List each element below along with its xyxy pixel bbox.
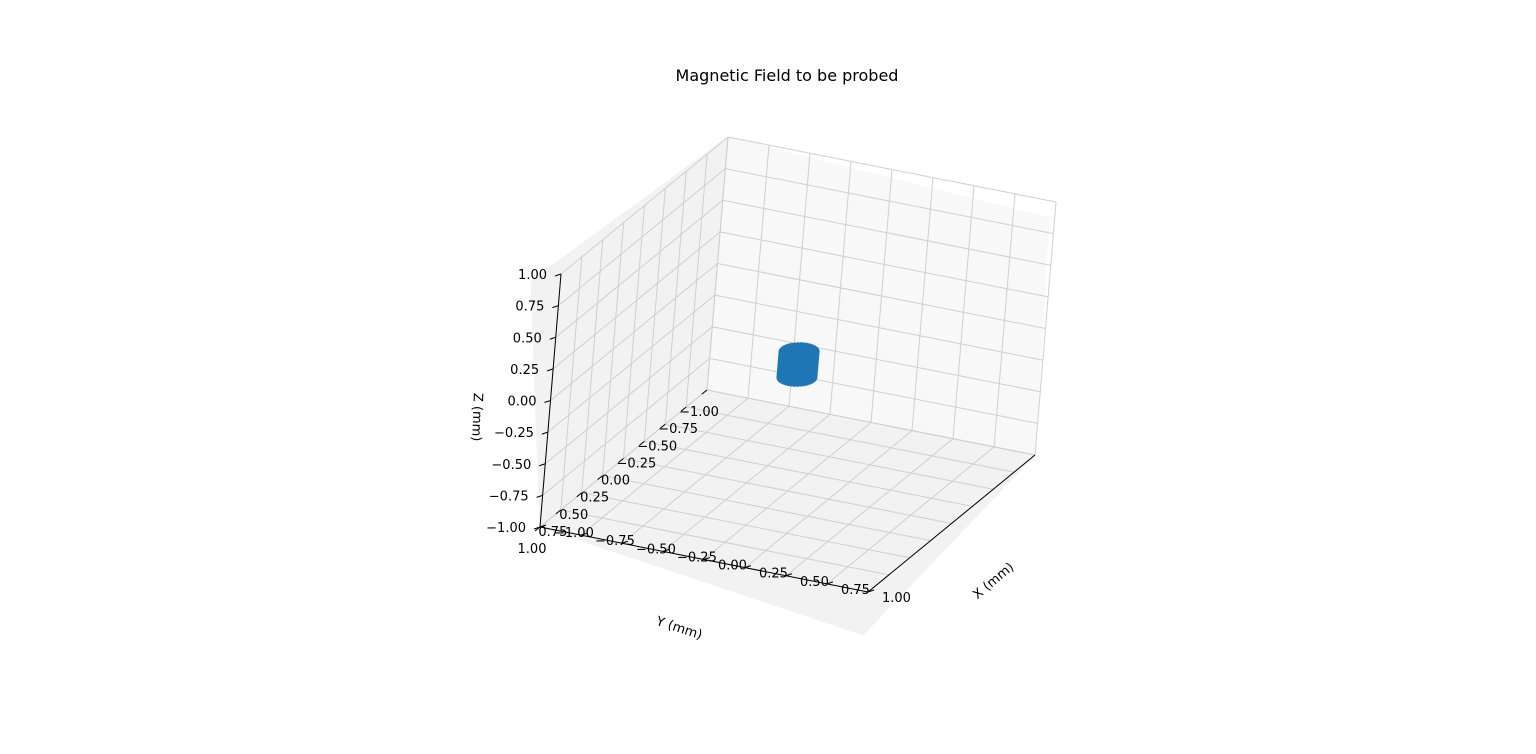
x-tick-label: −1.00 <box>554 526 594 541</box>
gridline <box>720 231 1049 298</box>
z-tick-mark <box>552 305 559 309</box>
x-tick-label: 0.75 <box>841 583 870 598</box>
z-tick-mark <box>539 463 546 467</box>
y-tick-mark <box>659 423 666 429</box>
y-tick-label: −0.25 <box>616 456 656 471</box>
scatter-point <box>814 351 819 357</box>
y-tick-label: −0.75 <box>658 422 698 437</box>
z-tick-mark <box>536 494 543 498</box>
gridline <box>560 509 889 576</box>
z-tick-label: −0.50 <box>491 458 531 473</box>
z-tick-mark <box>541 431 549 435</box>
z-tick-mark <box>544 400 551 403</box>
x-tick-mark <box>703 557 711 560</box>
y-tick-mark <box>597 475 603 481</box>
gridline <box>727 136 1057 203</box>
x-tick-label: 0.50 <box>800 575 829 590</box>
y-tick-mark <box>555 509 562 515</box>
z-tick-label: 0.25 <box>510 363 539 378</box>
y-tick-mark <box>701 389 708 395</box>
z-tick-label: 0.75 <box>515 300 544 315</box>
x-tick-mark <box>826 581 834 585</box>
scatter-point <box>808 350 813 356</box>
gridline <box>1034 201 1057 456</box>
x-tick-label: 0.25 <box>759 567 788 582</box>
x-tick-label: −0.50 <box>636 542 676 557</box>
y-tick-label: −1.00 <box>679 405 719 420</box>
x-tick-label: −0.25 <box>677 550 717 565</box>
y-tick-label: 0.25 <box>580 491 609 506</box>
z-axis-ticks: −1.00 −0.75 −0.50 −0.25 0.00 0.25 0.50 0.75 1.00 <box>486 268 562 536</box>
gridline <box>911 177 934 431</box>
y-axis-label: Y (mm) <box>653 614 704 643</box>
z-tick-label: 1.00 <box>518 268 547 283</box>
z-tick-label: 0.00 <box>508 395 537 410</box>
gridline <box>744 430 913 569</box>
x-tick-mark <box>539 524 547 528</box>
y-tick-mark <box>680 406 687 412</box>
x-tick-label: −0.75 <box>595 534 635 549</box>
z-tick-mark <box>546 368 554 372</box>
gridline <box>560 136 729 275</box>
gridline <box>602 475 931 542</box>
gridline <box>623 458 952 524</box>
gridline <box>725 168 1054 235</box>
y-tick-mark <box>576 492 583 498</box>
scatter-series <box>776 342 820 387</box>
gridline <box>826 446 995 585</box>
chart-title: Magnetic Field to be probed <box>676 66 899 85</box>
gridline <box>555 199 724 338</box>
gridline <box>717 263 1046 329</box>
y-tick-label: 0.00 <box>601 474 630 489</box>
scatter-point <box>802 350 808 355</box>
x-tick-label: 1.00 <box>882 591 911 606</box>
z-axis-label: Z (mm) <box>468 393 485 442</box>
gridline <box>552 231 721 370</box>
gridline <box>785 438 954 577</box>
y-tick-mark <box>618 458 624 463</box>
gridline <box>581 492 910 559</box>
gridline <box>581 239 604 493</box>
z-tick-label: 0.50 <box>513 331 542 346</box>
y-tick-label: −0.50 <box>637 439 677 454</box>
gridline <box>558 168 726 307</box>
y-tick-label: 0.75 <box>538 525 567 540</box>
x-tick-mark <box>867 589 875 593</box>
x-tick-mark <box>744 565 752 569</box>
x-axis-label: X (mm) <box>970 560 1017 603</box>
gridline <box>993 193 1016 447</box>
gridline <box>952 185 975 439</box>
x-tick-mark <box>785 573 793 577</box>
y-axis-ticks: −1.00−0.75−0.50−0.250.000.250.500.751.00 <box>518 389 719 557</box>
x-axis-ticks: −1.00−0.75−0.50−0.250.00 0.25 0.50 0.75 1.00 <box>539 524 911 606</box>
x-tick-mark <box>662 548 670 552</box>
gridline <box>722 199 1051 266</box>
z-tick-mark <box>549 336 556 340</box>
gridline <box>602 222 625 476</box>
x-tick-mark <box>621 540 629 544</box>
z-tick-label: −1.00 <box>486 521 526 536</box>
gridline <box>550 263 718 401</box>
y-tick-label: 0.50 <box>559 508 588 523</box>
z-tick-label: −0.75 <box>489 489 529 504</box>
gridline <box>560 256 583 510</box>
z-tick-mark <box>533 526 541 530</box>
z-tick-label: −0.25 <box>494 426 534 441</box>
z-tick-mark <box>554 273 562 277</box>
y-tick-mark <box>639 440 645 446</box>
y-tick-label: 1.00 <box>518 542 547 557</box>
x-axis-line <box>867 454 1036 593</box>
x-tick-label: 0.00 <box>718 559 747 574</box>
x-tick-mark <box>580 532 588 536</box>
